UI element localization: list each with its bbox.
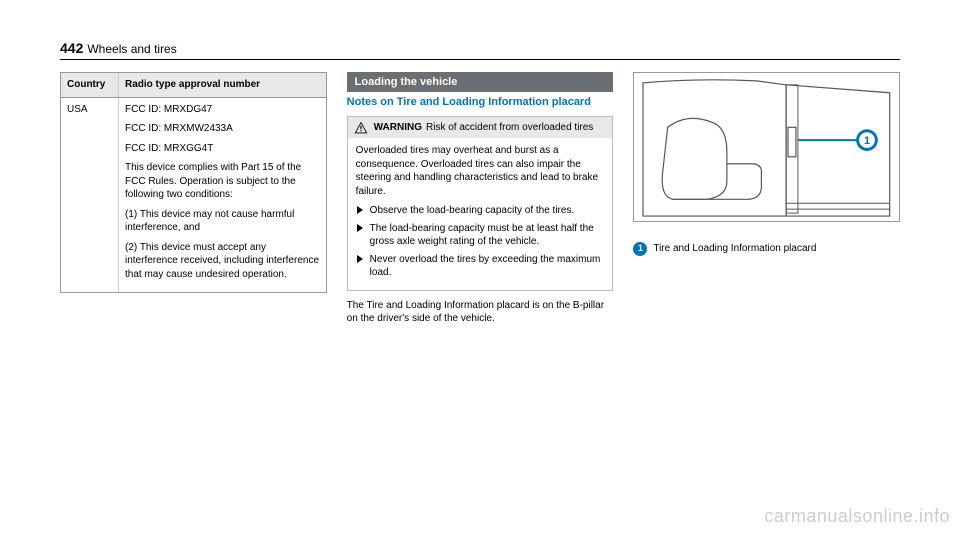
- page-number: 442: [60, 40, 83, 56]
- watermark: carmanualsonline.info: [764, 506, 950, 527]
- table-row: USA FCC ID: MRXDG47 FCC ID: MRXMW2433A F…: [61, 98, 326, 293]
- column-figure: 1 1 Tire and Loading Information placard: [633, 72, 900, 326]
- figure-callout: 1 Tire and Loading Information placard: [633, 242, 900, 256]
- column-approval-table: Country Radio type approval number USA F…: [60, 72, 327, 326]
- warning-bullet-2: The load-bearing capacity must be at lea…: [356, 222, 605, 249]
- table-cell-country: USA: [61, 98, 119, 293]
- placard-caption: The Tire and Loading Information placard…: [347, 299, 614, 326]
- fcc-para-1: This device complies with Part 15 of the…: [125, 161, 320, 202]
- warning-bullet-3: Never overload the tires by exceeding th…: [356, 253, 605, 280]
- approval-table: Country Radio type approval number USA F…: [60, 72, 327, 293]
- warning-bullet-3-text: Never overload the tires by exceeding th…: [370, 253, 605, 280]
- chevron-right-icon: [356, 206, 364, 214]
- warning-body-text: Overloaded tires may overheat and burst …: [356, 144, 605, 198]
- warning-bullet-1-text: Observe the load-bearing capacity of the…: [370, 204, 575, 218]
- fcc-id-2: FCC ID: MRXMW2433A: [125, 122, 320, 136]
- fcc-id-3: FCC ID: MRXGG4T: [125, 142, 320, 156]
- table-header-country: Country: [61, 73, 119, 97]
- fcc-id-1: FCC ID: MRXDG47: [125, 103, 320, 117]
- chevron-right-icon: [356, 255, 364, 263]
- column-loading: Loading the vehicle Notes on Tire and Lo…: [347, 72, 614, 326]
- warning-bullet-2-text: The load-bearing capacity must be at lea…: [370, 222, 605, 249]
- warning-head: WARNING Risk of accident from overloaded …: [348, 117, 613, 139]
- warning-title-text: Risk of accident from overloaded tires: [426, 122, 593, 133]
- section-bar-loading: Loading the vehicle: [347, 72, 614, 92]
- warning-label: WARNING: [374, 122, 422, 133]
- vehicle-door-diagram: 1: [633, 72, 900, 222]
- table-cell-body: FCC ID: MRXDG47 FCC ID: MRXMW2433A FCC I…: [119, 98, 326, 293]
- fcc-para-2: (1) This device may not cause harmful in…: [125, 208, 320, 235]
- warning-head-text: WARNING Risk of accident from overloaded …: [374, 121, 594, 135]
- warning-body: Overloaded tires may overheat and burst …: [348, 138, 613, 290]
- callout-number-icon: 1: [633, 242, 647, 256]
- page-header: 442 Wheels and tires: [60, 40, 900, 60]
- callout-text: Tire and Loading Information placard: [653, 242, 816, 255]
- warning-bullet-1: Observe the load-bearing capacity of the…: [356, 204, 605, 218]
- table-header-row: Country Radio type approval number: [61, 73, 326, 98]
- chevron-right-icon: [356, 224, 364, 232]
- warning-box: WARNING Risk of accident from overloaded …: [347, 116, 614, 291]
- table-header-radio: Radio type approval number: [119, 73, 326, 97]
- warning-triangle-icon: [354, 121, 368, 134]
- fcc-para-3: (2) This device must accept any interfer…: [125, 241, 320, 282]
- sub-heading-placard: Notes on Tire and Loading Information pl…: [347, 96, 614, 110]
- svg-text:1: 1: [864, 135, 870, 147]
- page-section-title: Wheels and tires: [87, 42, 176, 56]
